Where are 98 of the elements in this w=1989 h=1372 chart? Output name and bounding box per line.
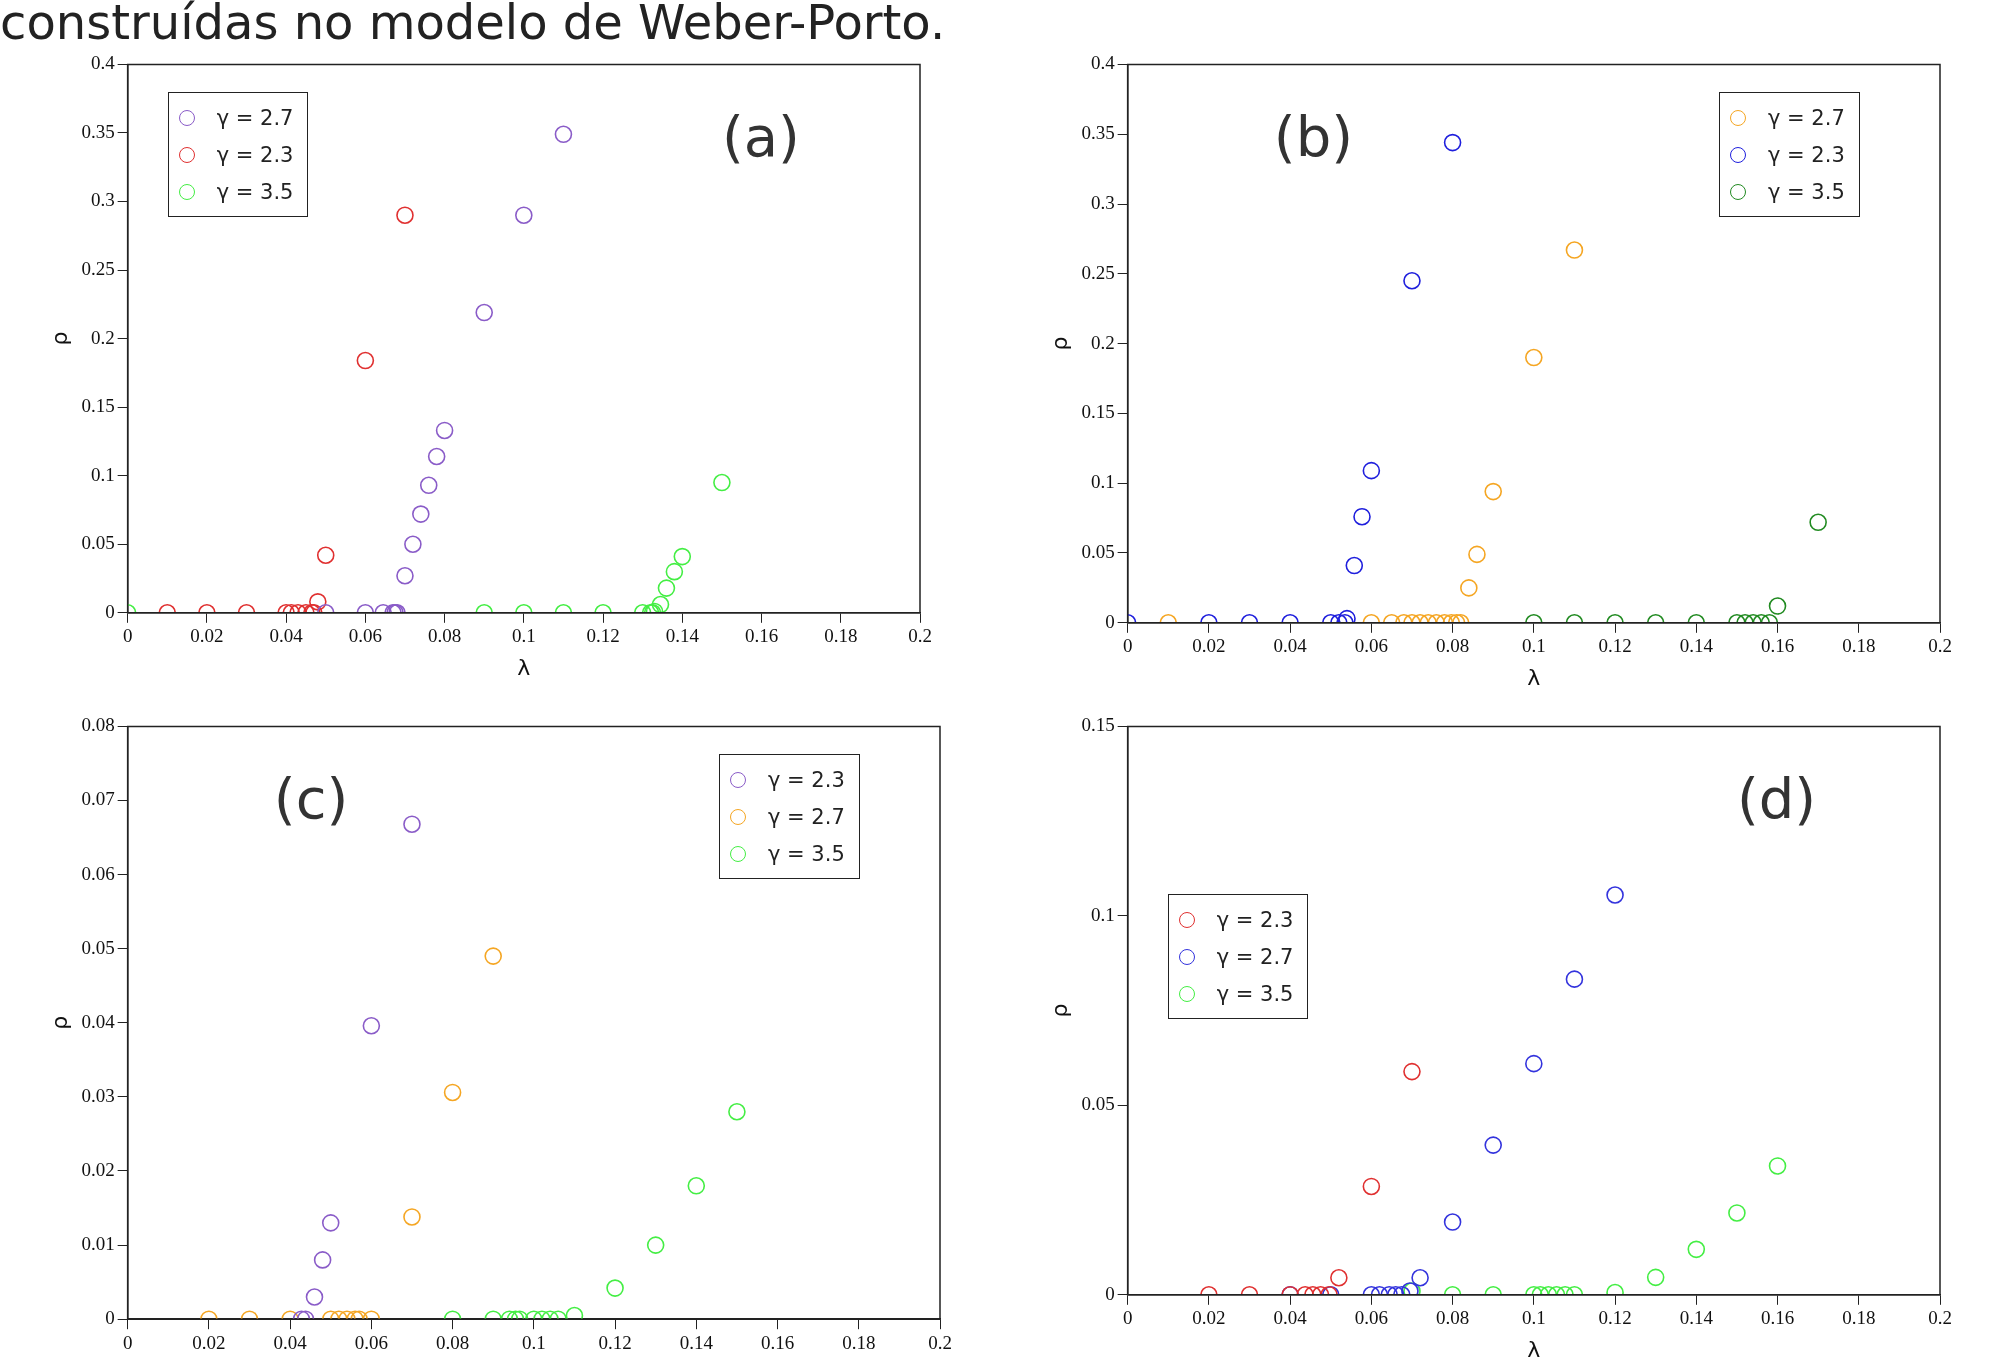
x-axis-title: λ <box>517 654 531 680</box>
x-tick-label: 0.16 <box>744 625 779 647</box>
legend-label: γ = 3.5 <box>1768 179 1845 204</box>
x-tick-label: 0.16 <box>760 1331 795 1353</box>
y-tick-label: 0.4 <box>1090 52 1116 74</box>
y-tick-label: 0.2 <box>90 326 115 348</box>
annotation: (b) <box>1273 104 1354 170</box>
y-tick-label: 0.2 <box>1090 331 1115 353</box>
text: construídas no modelo de Weber-Porto. <box>0 0 946 50</box>
y-axis-title: ρ <box>1046 1003 1072 1018</box>
legend-label: γ = 3.5 <box>216 179 294 204</box>
y-tick-label: 0.1 <box>1090 471 1115 493</box>
x-tick-label: 0 <box>122 625 133 647</box>
x-tick-label: 0.1 <box>1521 1307 1546 1329</box>
y-tick-label: 0.4 <box>90 52 116 74</box>
x-tick-label: 0.12 <box>1598 1307 1632 1329</box>
x-tick-label: 0.16 <box>1760 635 1795 657</box>
y-tick-label: 0.15 <box>1081 401 1115 423</box>
y-tick-label: 0.25 <box>1081 261 1115 283</box>
legend-label: γ = 2.7 <box>1768 105 1845 130</box>
x-tick-label: 0.2 <box>1928 1307 1952 1329</box>
y-tick-label: 0.25 <box>81 258 115 280</box>
x-tick-label: 0.1 <box>521 1331 546 1353</box>
y-tick-label: 0.05 <box>1081 540 1115 562</box>
x-tick-label: 0.1 <box>1521 635 1546 657</box>
x-tick-label: 0.18 <box>1842 1307 1876 1329</box>
x-tick-label: 0.08 <box>1435 635 1470 657</box>
y-axis-title: ρ <box>46 331 72 346</box>
x-tick-label: 0.06 <box>1354 1307 1388 1329</box>
y-tick-label: 0.1 <box>1090 903 1115 925</box>
x-tick-label: 0.12 <box>598 1331 632 1353</box>
y-tick-label: 0.35 <box>81 120 115 142</box>
y-tick-label: 0.05 <box>1081 1093 1115 1115</box>
y-tick-label: 0 <box>1105 1282 1115 1304</box>
x-tick-label: 0.2 <box>908 625 932 647</box>
y-tick-label: 0 <box>105 600 115 622</box>
y-tick-label: 0.3 <box>90 189 115 211</box>
y-tick-label: 0.06 <box>81 862 115 884</box>
y-tick-label: 0.35 <box>1081 122 1115 144</box>
x-axis-title: λ <box>1527 664 1541 690</box>
x-tick-label: 0 <box>1122 635 1133 657</box>
x-tick-label: 0.08 <box>1435 1307 1470 1329</box>
y-tick-label: 0.04 <box>81 1010 116 1032</box>
x-tick-label: 0.14 <box>1679 1307 1714 1329</box>
x-tick-label: 0.16 <box>1760 1307 1795 1329</box>
x-tick-label: 0.18 <box>842 1331 876 1353</box>
y-axis-title: ρ <box>46 1015 72 1030</box>
x-tick-label: 0.02 <box>1192 1307 1226 1329</box>
annotation: (d) <box>1736 766 1817 832</box>
x-tick-label: 0 <box>122 1331 133 1353</box>
y-tick-label: 0.01 <box>81 1233 115 1255</box>
x-tick-label: 0.1 <box>511 625 536 647</box>
y-tick-label: 0.1 <box>90 463 115 485</box>
y-tick-label: 0.15 <box>81 395 115 417</box>
legend-label: γ = 2.7 <box>216 105 294 130</box>
y-tick-label: 0.3 <box>1090 191 1115 213</box>
y-axis-title: ρ <box>1046 336 1072 351</box>
y-tick-label: 0.03 <box>81 1084 115 1106</box>
y-tick-label: 0.15 <box>1081 714 1115 736</box>
y-tick-label: 0.05 <box>81 936 115 958</box>
x-tick-label: 0.14 <box>1679 635 1714 657</box>
x-tick-label: 0.14 <box>665 625 700 647</box>
legend-label: γ = 2.3 <box>216 142 294 167</box>
x-tick-label: 0.08 <box>427 625 462 647</box>
legend-label: γ = 2.3 <box>1216 907 1294 932</box>
legend-label: γ = 2.3 <box>1768 142 1845 167</box>
x-tick-label: 0.14 <box>679 1331 714 1353</box>
y-tick-label: 0.08 <box>81 714 115 736</box>
annotation: (a) <box>721 104 800 170</box>
x-tick-label: 0.04 <box>269 625 304 647</box>
x-tick-label: 0 <box>1122 1307 1133 1329</box>
x-tick-label: 0.12 <box>586 625 620 647</box>
x-tick-label: 0.06 <box>1354 635 1388 657</box>
x-tick-label: 0.18 <box>824 625 858 647</box>
x-tick-label: 0.02 <box>192 1331 226 1353</box>
y-tick-label: 0.07 <box>81 788 115 810</box>
legend-label: γ = 2.7 <box>768 804 845 829</box>
x-tick-label: 0.2 <box>928 1331 952 1353</box>
x-tick-label: 0.06 <box>354 1331 388 1353</box>
x-tick-label: 0.08 <box>435 1331 470 1353</box>
x-tick-label: 0.2 <box>1928 635 1952 657</box>
x-tick-label: 0.18 <box>1842 635 1876 657</box>
annotation: (c) <box>273 766 349 832</box>
x-tick-label: 0.06 <box>348 625 382 647</box>
x-axis-title: λ <box>1527 1336 1541 1362</box>
y-tick-label: 0.02 <box>81 1158 115 1180</box>
x-tick-label: 0.04 <box>273 1331 308 1353</box>
y-tick-label: 0 <box>1105 610 1115 632</box>
x-tick-label: 0.04 <box>1273 635 1308 657</box>
legend-label: γ = 3.5 <box>1216 981 1294 1006</box>
x-tick-label: 0.04 <box>1273 1307 1308 1329</box>
x-tick-label: 0.12 <box>1598 635 1632 657</box>
x-tick-label: 0.02 <box>1192 635 1226 657</box>
x-tick-label: 0.02 <box>190 625 224 647</box>
y-tick-label: 0.05 <box>81 532 115 554</box>
legend-label: γ = 2.3 <box>768 767 845 792</box>
legend-label: γ = 3.5 <box>768 841 845 866</box>
legend-label: γ = 2.7 <box>1216 944 1294 969</box>
